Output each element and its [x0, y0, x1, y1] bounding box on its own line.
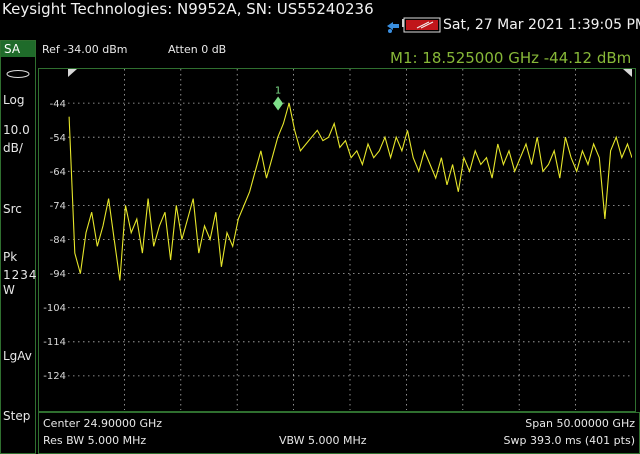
- y-tick-label: -94: [49, 269, 66, 280]
- status-icons: [387, 17, 441, 33]
- y-tick-label: -104: [43, 303, 66, 314]
- y-tick-label: -44: [49, 99, 66, 110]
- marker-number: 1: [275, 86, 281, 97]
- plot-grid: [68, 69, 632, 410]
- scale-type[interactable]: Log: [3, 93, 25, 107]
- corner-marker: [68, 69, 77, 77]
- y-tick-label: -74: [49, 201, 66, 212]
- datetime: Sat, 27 Mar 2021 1:39:05 PM: [443, 17, 640, 33]
- average-type[interactable]: LgAv: [3, 349, 32, 363]
- reference-level[interactable]: Ref -34.00 dBm: [42, 43, 128, 56]
- window-title: Keysight Technologies: N9952A, SN: US552…: [2, 0, 374, 18]
- sweep-time[interactable]: Swp 393.0 ms (401 pts): [503, 434, 636, 447]
- y-tick-label: -124: [43, 371, 66, 382]
- y-tick-label: -84: [49, 235, 66, 246]
- trace-1: [68, 102, 632, 281]
- source-label[interactable]: Src: [3, 202, 22, 216]
- y-tick-label: -54: [49, 133, 66, 144]
- trace-mode: W: [3, 283, 15, 297]
- trace-numbers: 1234: [3, 268, 38, 282]
- spectrum-plot[interactable]: 1: [68, 69, 632, 410]
- left-panel: SA Log 10.0 dB/ Src Pk 1234 W LgAv Step: [0, 40, 38, 454]
- corner-marker: [623, 69, 632, 77]
- corner-markers: [68, 69, 632, 77]
- plot-frame: [38, 68, 636, 412]
- y-tick-label: -64: [49, 167, 66, 178]
- y-tick-label: -114: [43, 337, 66, 348]
- usb-icon: [387, 22, 399, 33]
- video-bandwidth[interactable]: VBW 5.000 MHz: [279, 434, 367, 447]
- detector-label[interactable]: Pk: [3, 250, 18, 264]
- scale-per-div-unit: dB/: [3, 141, 23, 155]
- span[interactable]: Span 50.00000 GHz: [525, 417, 635, 430]
- scale-per-div-value: 10.0: [3, 123, 30, 137]
- footer-panel: Center 24.90000 GHz Span 50.00000 GHz Re…: [38, 412, 640, 454]
- sweep-icon: [6, 70, 30, 78]
- center-frequency[interactable]: Center 24.90000 GHz: [43, 417, 163, 430]
- marker-diamond: [273, 96, 284, 111]
- battery-icon: [402, 17, 441, 33]
- resolution-bandwidth[interactable]: Res BW 5.000 MHz: [43, 434, 147, 447]
- attenuation[interactable]: Atten 0 dB: [168, 43, 227, 56]
- step-label[interactable]: Step: [3, 409, 31, 423]
- measurement-header: Ref -34.00 dBm Atten 0 dB M1: 18.525000 …: [38, 40, 640, 70]
- mode-badge[interactable]: SA: [1, 41, 35, 57]
- marker-readout: M1: 18.525000 GHz -44.12 dBm: [390, 49, 632, 67]
- marker-1[interactable]: 1: [273, 86, 284, 111]
